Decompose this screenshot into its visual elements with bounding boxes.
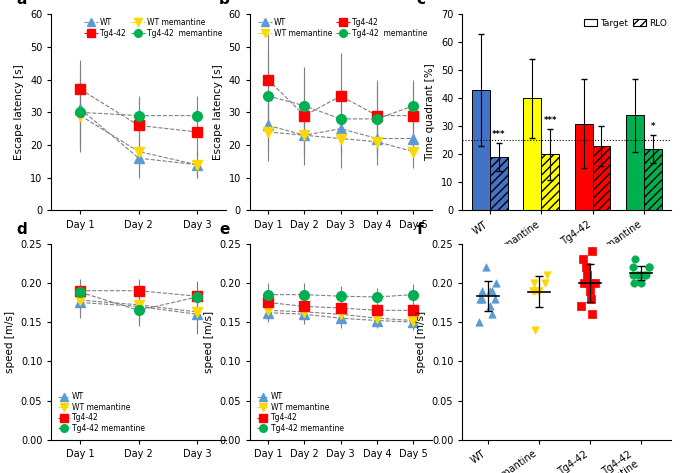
Point bbox=[628, 279, 639, 287]
Point bbox=[586, 310, 597, 318]
Point bbox=[584, 287, 595, 295]
Point bbox=[634, 271, 645, 279]
Point bbox=[484, 287, 495, 295]
Point bbox=[486, 310, 497, 318]
Point bbox=[532, 287, 543, 295]
Point bbox=[527, 287, 538, 295]
Text: ***: *** bbox=[543, 116, 557, 125]
Point bbox=[539, 279, 550, 287]
Text: ***: *** bbox=[492, 130, 506, 139]
Point bbox=[476, 295, 487, 302]
Point bbox=[476, 287, 487, 295]
Point bbox=[542, 271, 553, 279]
Text: *: * bbox=[651, 122, 655, 131]
Point bbox=[480, 263, 491, 271]
Point bbox=[644, 263, 655, 271]
Y-axis label: Time quadrant [%]: Time quadrant [%] bbox=[425, 63, 436, 161]
Y-axis label: speed [m/s]: speed [m/s] bbox=[204, 311, 214, 373]
Point bbox=[474, 295, 485, 302]
Point bbox=[641, 271, 652, 279]
Point bbox=[490, 279, 501, 287]
Bar bbox=[626, 115, 644, 210]
Point bbox=[528, 279, 539, 287]
Point bbox=[635, 279, 646, 287]
Y-axis label: Escape latency [s]: Escape latency [s] bbox=[14, 64, 25, 160]
Point bbox=[486, 287, 497, 295]
Legend: WT, WT memantine, Tg4-42, Tg4-42  memantine: WT, WT memantine, Tg4-42, Tg4-42 memanti… bbox=[258, 18, 427, 38]
Bar bbox=[523, 98, 541, 210]
Text: d: d bbox=[16, 222, 27, 237]
Point bbox=[627, 263, 638, 271]
Text: c: c bbox=[416, 0, 425, 8]
Legend: WT, WT memantine, Tg4-42, Tg4-42 memantine: WT, WT memantine, Tg4-42, Tg4-42 memanti… bbox=[254, 389, 347, 436]
Y-axis label: speed [m/s]: speed [m/s] bbox=[5, 311, 15, 373]
Text: f: f bbox=[416, 222, 423, 237]
Bar bbox=[472, 90, 490, 210]
Y-axis label: Escape latency [s]: Escape latency [s] bbox=[213, 64, 223, 160]
Text: b: b bbox=[219, 0, 230, 8]
Point bbox=[534, 287, 545, 295]
Point bbox=[473, 318, 484, 326]
Point bbox=[638, 271, 649, 279]
Point bbox=[580, 263, 591, 271]
Bar bbox=[575, 123, 593, 210]
Bar bbox=[490, 157, 508, 210]
Point bbox=[579, 279, 590, 287]
Bar bbox=[541, 154, 559, 210]
Legend: WT, WT memantine, Tg4-42, Tg4-42 memantine: WT, WT memantine, Tg4-42, Tg4-42 memanti… bbox=[55, 389, 148, 436]
Point bbox=[489, 295, 500, 302]
Text: a: a bbox=[16, 0, 27, 8]
Point bbox=[586, 295, 597, 302]
Point bbox=[628, 271, 639, 279]
Y-axis label: speed [m/s]: speed [m/s] bbox=[416, 311, 426, 373]
Bar bbox=[593, 146, 610, 210]
Point bbox=[632, 271, 643, 279]
Point bbox=[582, 271, 593, 279]
Point bbox=[584, 279, 595, 287]
Point bbox=[590, 279, 601, 287]
Point bbox=[643, 263, 654, 271]
Point bbox=[577, 255, 588, 263]
Legend: Target, RLO: Target, RLO bbox=[584, 19, 667, 28]
Point bbox=[530, 287, 540, 295]
Bar bbox=[644, 149, 662, 210]
Point bbox=[484, 303, 495, 310]
Text: e: e bbox=[219, 222, 229, 237]
Point bbox=[530, 326, 540, 334]
Legend: WT, Tg4-42, WT memantine, Tg4-42  memantine: WT, Tg4-42, WT memantine, Tg4-42 memanti… bbox=[84, 18, 222, 38]
Point bbox=[576, 303, 587, 310]
Point bbox=[630, 255, 640, 263]
Point bbox=[586, 248, 597, 255]
Point bbox=[527, 287, 538, 295]
